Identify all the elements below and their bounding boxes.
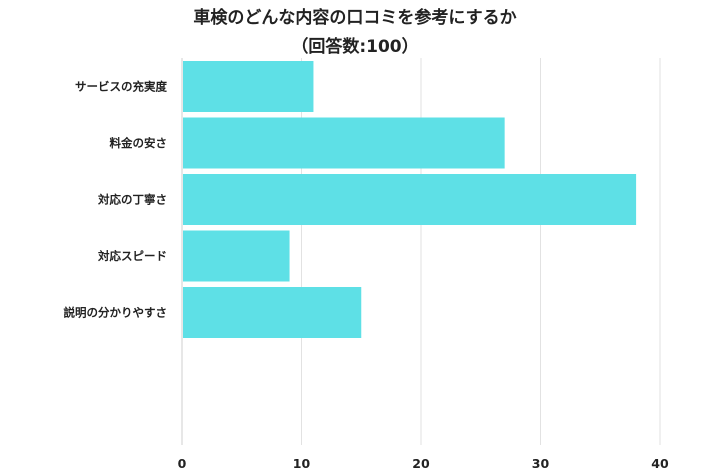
x-tick-label: 10: [293, 456, 311, 471]
bar: [183, 230, 290, 282]
chart-subtitle: （回答数:100）: [291, 36, 418, 57]
category-label: 対応の丁寧さ: [97, 193, 167, 207]
x-tick-label: 30: [532, 456, 550, 471]
x-tick-label: 0: [178, 456, 187, 471]
category-label: 説明の分かりやすさ: [64, 306, 168, 320]
bar: [183, 174, 637, 225]
category-label: サービスの充実度: [75, 80, 167, 94]
bar: [183, 287, 362, 338]
x-tick-label: 40: [651, 456, 669, 471]
bar: [183, 117, 505, 169]
chart-title: 車検のどんな内容の口コミを参考にするか: [193, 7, 516, 28]
bars: [183, 61, 637, 338]
bar: [183, 61, 314, 112]
x-tick-label: 20: [412, 456, 430, 471]
category-label: 料金の安さ: [110, 136, 168, 150]
x-tick-labels: 0 10 20 30 40: [178, 456, 669, 471]
category-label: 対応スピード: [97, 249, 167, 263]
